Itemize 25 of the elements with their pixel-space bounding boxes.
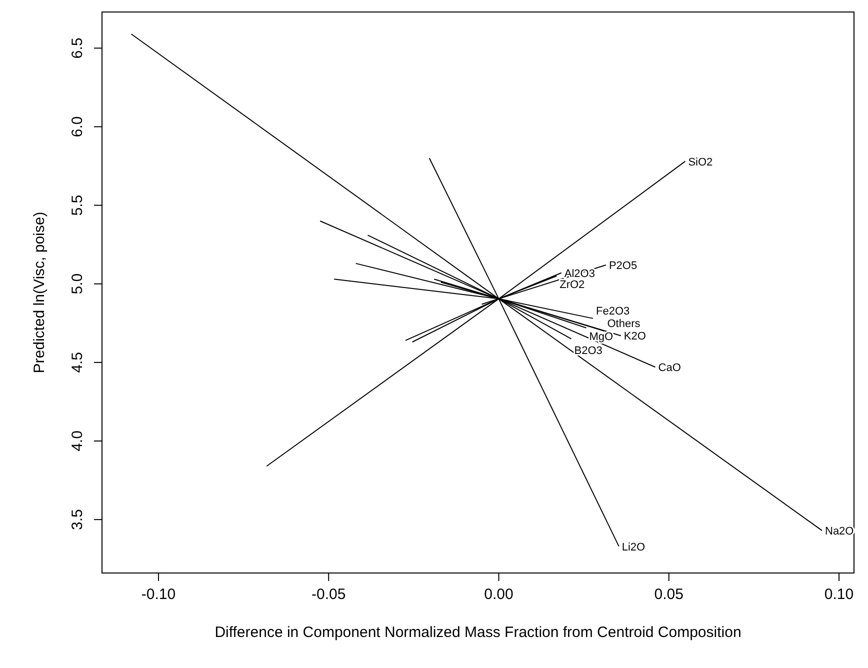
series-label: Li2O <box>622 541 646 554</box>
y-tick-label: 3.5 <box>69 509 86 530</box>
x-axis-title: Difference in Component Normalized Mass Fraction from Centroid Composition <box>214 624 742 641</box>
y-tick-label: 5.0 <box>69 273 86 294</box>
series-label: Fe2O3 <box>596 305 630 318</box>
x-tick-label: -0.05 <box>312 586 346 603</box>
x-tick-label: -0.10 <box>141 586 176 603</box>
y-tick-label: 4.0 <box>69 430 86 452</box>
y-tick-label: 6.5 <box>69 38 86 59</box>
series-label: ZrO2 <box>560 279 585 291</box>
x-tick-label: 0.05 <box>654 586 684 603</box>
series-label: Na2O <box>825 526 854 538</box>
x-tick-label: 0.00 <box>484 586 514 603</box>
series-label: SiO2 <box>688 156 713 168</box>
y-tick-label: 5.5 <box>69 194 86 216</box>
series-label: P2O5 <box>608 260 638 272</box>
series-label: Others <box>607 318 641 330</box>
x-tick-label: 0.10 <box>824 586 854 603</box>
series-label: B2O3 <box>574 344 602 357</box>
y-tick-label: 4.5 <box>69 352 86 373</box>
series-label: MgO <box>589 330 614 343</box>
series-label: K2O <box>624 330 646 343</box>
series-label: CaO <box>658 362 682 374</box>
y-tick-label: 6.0 <box>69 116 86 138</box>
y-axis-title: Predicted ln(Visc, poise) <box>31 212 48 374</box>
